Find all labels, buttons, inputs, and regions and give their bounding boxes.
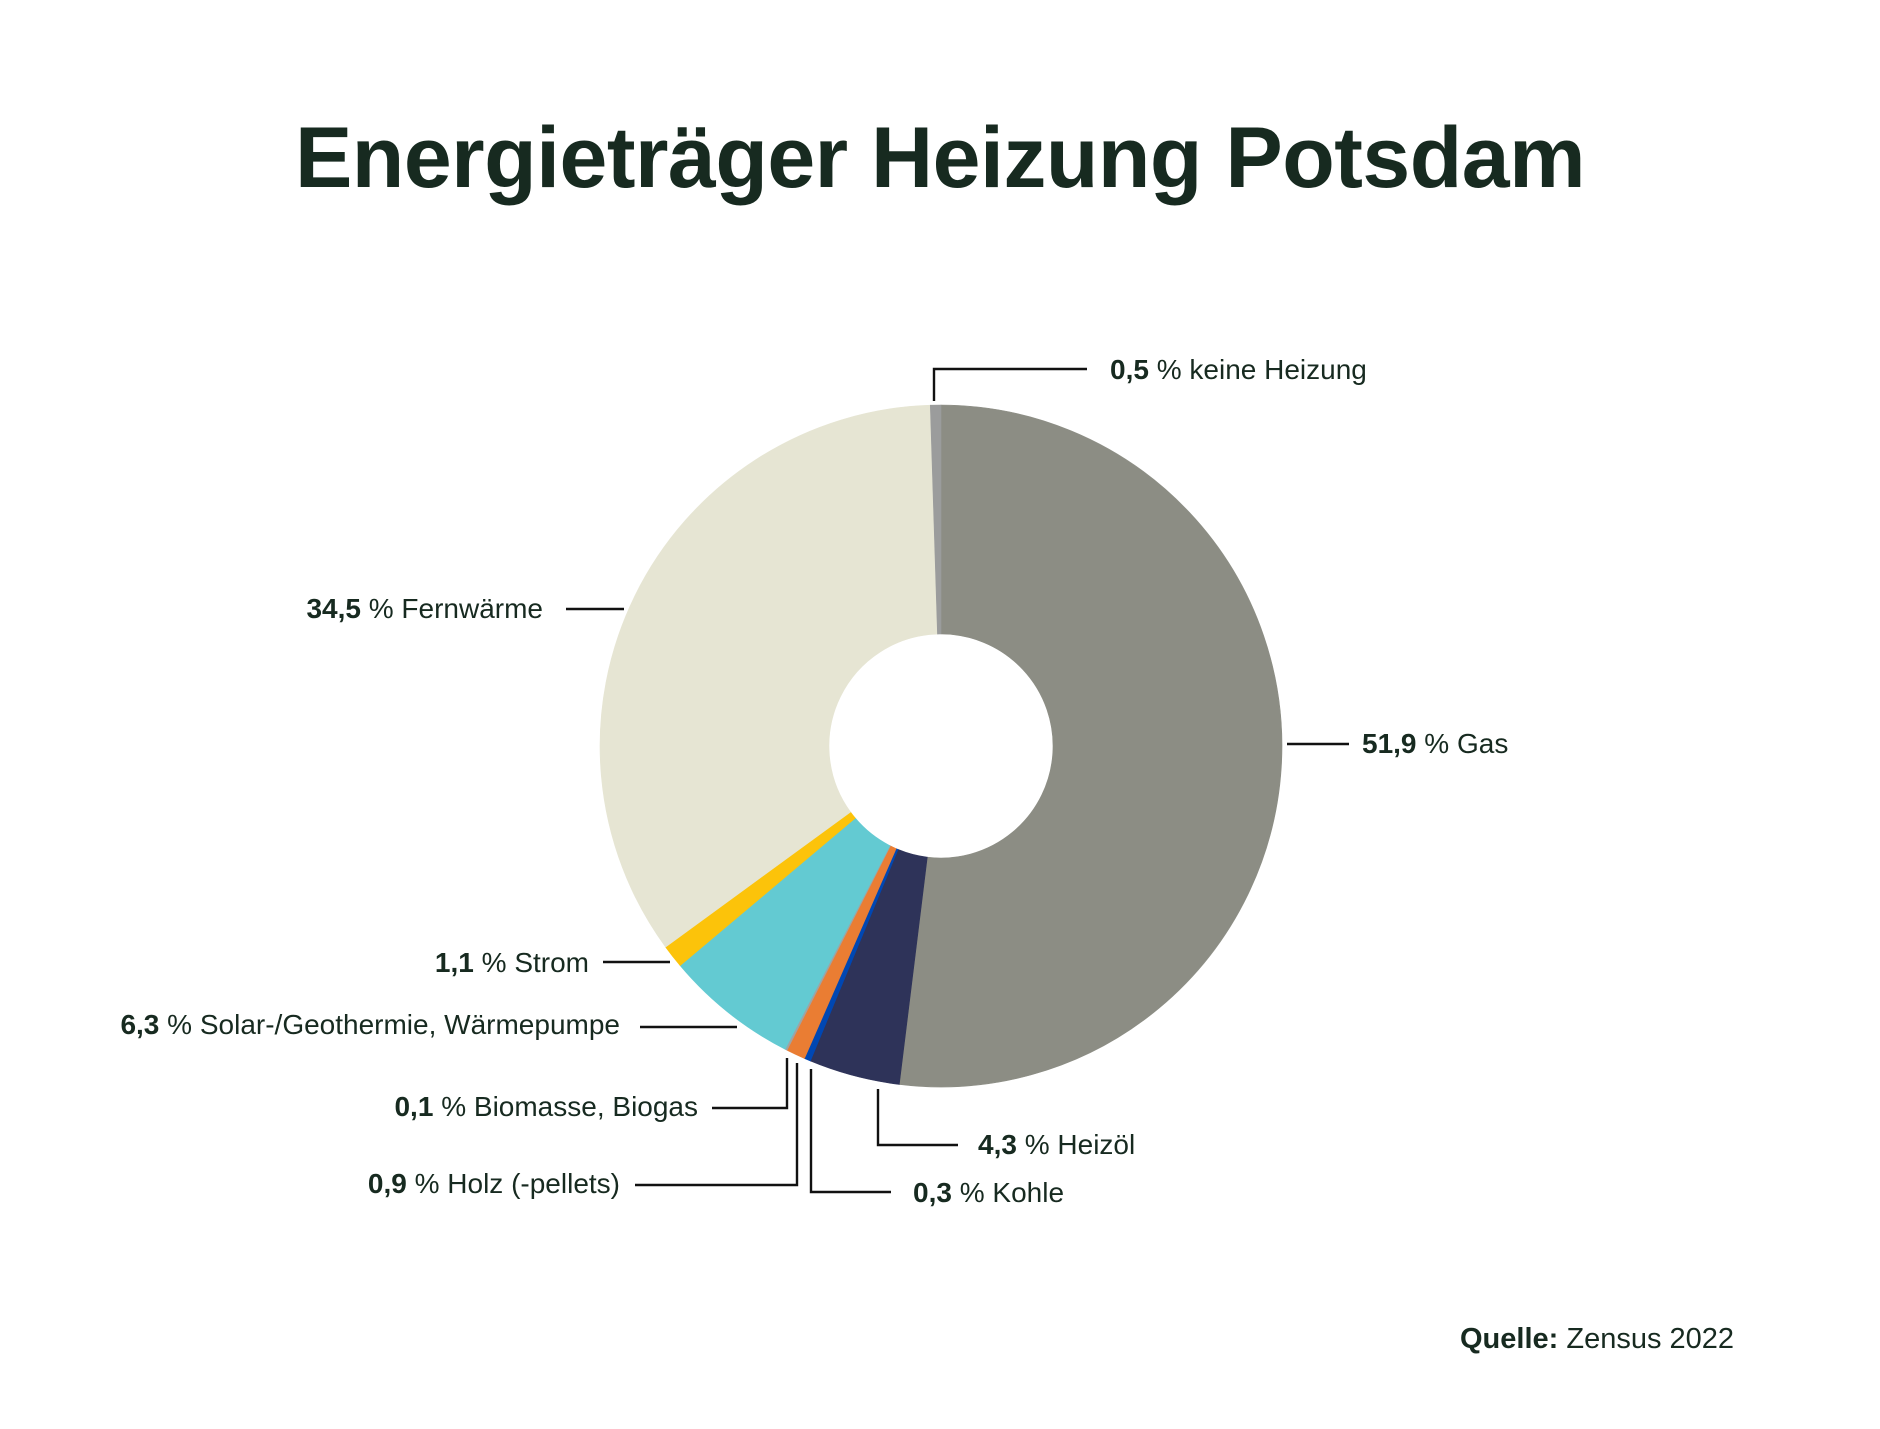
- label-percent-sign: %: [167, 1009, 193, 1040]
- label-name: Holz (-pellets): [447, 1168, 620, 1199]
- source-value: Zensus 2022: [1566, 1323, 1735, 1355]
- label-keine-heizung: 0,5 % keine Heizung: [1110, 353, 1367, 387]
- label-value: 0,5: [1110, 354, 1149, 385]
- label-heizoel: 4,3 % Heizöl: [978, 1128, 1135, 1162]
- label-name: Gas: [1456, 728, 1509, 759]
- label-name: Heizöl: [1057, 1129, 1136, 1160]
- source-label: Quelle:: [1460, 1323, 1559, 1355]
- leader-lines: [566, 367, 1349, 1194]
- label-percent-sign: %: [959, 1177, 985, 1208]
- label-value: 4,3: [978, 1129, 1017, 1160]
- label-holz: 0,9 % Holz (-pellets): [368, 1167, 620, 1201]
- label-name: Kohle: [992, 1177, 1065, 1208]
- leader-line-holz: [635, 1063, 799, 1187]
- label-gas: 51,9 % Gas: [1362, 727, 1508, 761]
- label-percent-sign: %: [414, 1168, 440, 1199]
- label-value: 51,9: [1362, 728, 1417, 759]
- donut-slices: [599, 404, 1283, 1088]
- source-note: Quelle: Zensus 2022: [1460, 1322, 1734, 1356]
- label-solar-geothermie: 6,3 % Solar-/Geothermie, Wärmepumpe: [120, 1008, 620, 1042]
- label-percent-sign: %: [481, 947, 507, 978]
- leader-line-heizoel: [876, 1089, 958, 1147]
- label-value: 1,1: [434, 947, 474, 978]
- label-value: 34,5: [306, 593, 361, 624]
- label-kohle: 0,3 % Kohle: [913, 1176, 1064, 1210]
- leader-line-keine-heizung: [932, 367, 1087, 401]
- label-percent-sign: %: [1156, 354, 1182, 385]
- donut-slice-gas: [898, 404, 1283, 1088]
- label-strom: 1,1 % Strom: [435, 946, 589, 980]
- donut-slice-keine-heizung: [929, 404, 942, 635]
- label-fernwaerme: 34,5 % Fernwärme: [306, 592, 543, 626]
- label-value: 6,3: [120, 1009, 160, 1040]
- chart-title: Energieträger Heizung Potsdam: [294, 110, 1586, 206]
- donut-slice-fernwärme: [599, 404, 938, 948]
- label-percent-sign: %: [1424, 728, 1450, 759]
- label-percent-sign: %: [1024, 1129, 1050, 1160]
- label-percent-sign: %: [368, 593, 394, 624]
- label-biomasse: 0,1 % Biomasse, Biogas: [394, 1090, 698, 1124]
- label-name: Solar-/Geothermie, Wärmepumpe: [199, 1009, 620, 1040]
- leader-line-biomasse: [712, 1058, 789, 1110]
- label-name: Strom: [514, 947, 589, 978]
- label-percent-sign: %: [441, 1091, 467, 1122]
- label-value: 0,1: [394, 1091, 434, 1122]
- label-name: Biomasse, Biogas: [473, 1091, 698, 1122]
- label-name: keine Heizung: [1189, 354, 1367, 385]
- label-value: 0,3: [913, 1177, 952, 1208]
- label-name: Fernwärme: [401, 593, 543, 624]
- leader-line-kohle: [809, 1069, 891, 1194]
- label-value: 0,9: [367, 1168, 407, 1199]
